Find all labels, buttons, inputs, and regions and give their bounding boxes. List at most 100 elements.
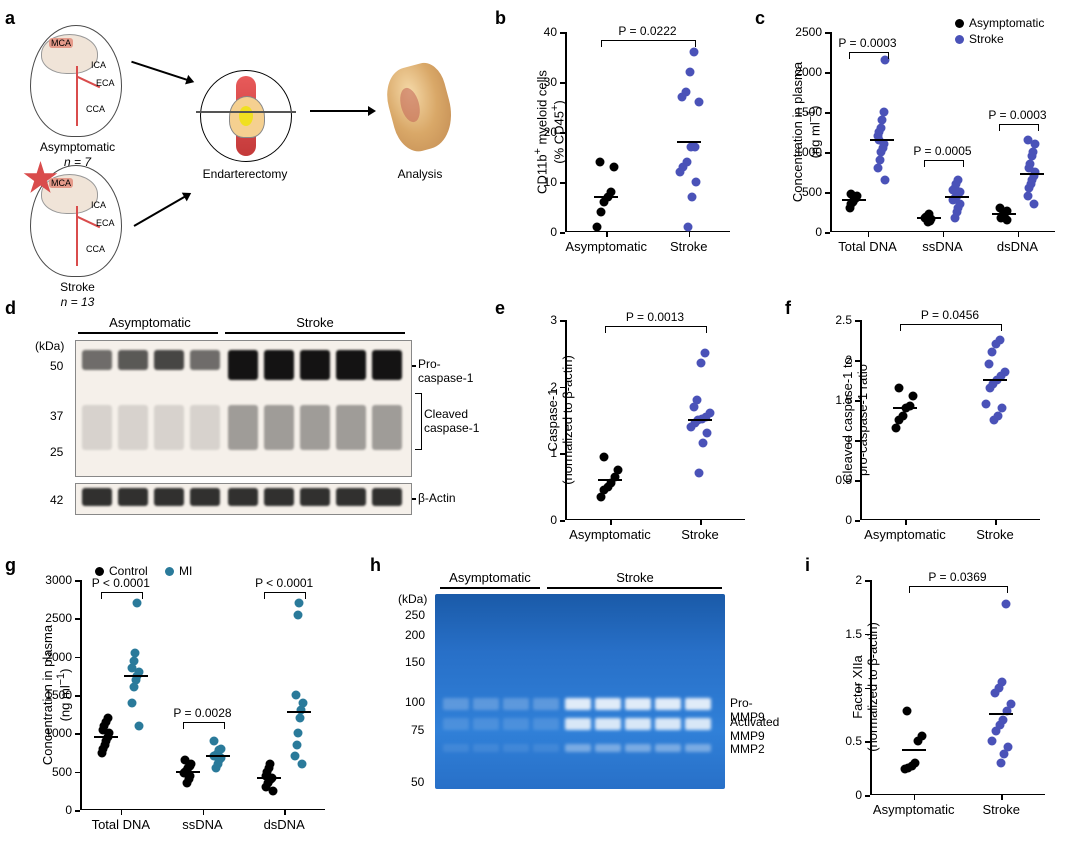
data-point xyxy=(614,466,623,475)
panel-i-label: i xyxy=(805,555,810,576)
panel-c-label: c xyxy=(755,8,765,29)
panel-d-blot: Asymptomatic Stroke (kDa) 50 37 25 42 Pr… xyxy=(20,315,475,540)
data-point xyxy=(880,176,889,185)
pval-text: P = 0.0028 xyxy=(163,706,243,720)
stroke-label: Stroke xyxy=(45,280,110,294)
pval-bracket xyxy=(101,592,143,599)
pro-mmp9-band xyxy=(685,698,711,710)
marker-50: 50 xyxy=(411,775,424,789)
actin-band xyxy=(118,488,148,506)
mean-line xyxy=(176,771,200,773)
data-point xyxy=(996,758,1005,767)
data-point xyxy=(988,737,997,746)
cca-label: CCA xyxy=(86,104,105,114)
asym-header: Asymptomatic xyxy=(109,315,191,330)
kda-label: (kDa) xyxy=(398,592,427,606)
pro-mmp9-band xyxy=(595,698,621,710)
panel-a: MCA ICA ECA CCA Asymptomatic n = 7 MCA I… xyxy=(20,15,480,275)
mmp2-band xyxy=(565,744,591,752)
marker-100: 100 xyxy=(405,695,425,709)
act-mmp9-band xyxy=(565,718,591,730)
data-point xyxy=(703,429,712,438)
data-point xyxy=(129,683,138,692)
asym-label: Asymptomatic xyxy=(30,140,125,154)
pval-bracket xyxy=(264,592,306,599)
ylabel: Concentration in plasma(ng ml−1) xyxy=(790,62,822,202)
data-point xyxy=(996,204,1005,213)
legend-mi: MI xyxy=(165,564,192,578)
stroke-n: n = 13 xyxy=(45,295,110,309)
pval-text: P < 0.0001 xyxy=(244,576,324,590)
data-point xyxy=(690,143,699,152)
mean-line xyxy=(945,196,969,198)
panel-h-gel: Asymptomatic Stroke (kDa) 250 200 150 10… xyxy=(385,570,785,810)
data-point xyxy=(292,691,301,700)
actin-band xyxy=(82,488,112,506)
legend-asym: Asymptomatic xyxy=(955,16,1044,30)
header-line xyxy=(547,587,722,589)
panel-a-label: a xyxy=(5,8,15,29)
actin-label: β-Actin xyxy=(418,491,456,505)
panel-c-plot: Concentration in plasma(ng ml−1) Asympto… xyxy=(830,32,1055,232)
mmp2-band xyxy=(533,744,559,752)
data-point xyxy=(1024,136,1033,145)
pval-bracket xyxy=(900,324,1002,331)
data-point xyxy=(996,336,1005,345)
act-mmp9-band xyxy=(533,718,559,730)
panel-g-plot: Concentration in plasma(ng ml−1) Control… xyxy=(80,580,325,810)
figure-container: a b c d e f g h i MCA ICA ECA CCA Asympt… xyxy=(0,0,1080,863)
mean-line xyxy=(992,213,1016,215)
data-point xyxy=(917,731,926,740)
panel-f-plot: Cleaved caspase-1 topro-caspase-1 ratio … xyxy=(860,320,1040,520)
mean-line xyxy=(257,777,281,779)
data-point xyxy=(1029,148,1038,157)
pro-mmp9-band xyxy=(473,698,499,710)
mmp2-label: MMP2 xyxy=(730,742,765,756)
marker-25: 25 xyxy=(50,445,63,459)
cleaved-caspase-band xyxy=(300,405,330,450)
plaque-icon xyxy=(239,106,253,126)
panel-b-plot: CD11b+ myeloid cells(% CD45+) 0 10 20 30… xyxy=(565,32,730,232)
panel-d-label: d xyxy=(5,298,16,319)
pval-bracket xyxy=(183,722,225,729)
panel-g-label: g xyxy=(5,555,16,576)
mmp2-band xyxy=(595,744,621,752)
data-point xyxy=(875,156,884,165)
arrow-icon xyxy=(310,110,370,112)
data-point xyxy=(988,348,997,357)
data-point xyxy=(874,164,883,173)
mmp2-band xyxy=(443,744,469,752)
data-point xyxy=(294,729,303,738)
mean-line xyxy=(287,711,311,713)
data-point xyxy=(1023,192,1032,201)
data-point xyxy=(694,98,703,107)
pro-caspase-band xyxy=(228,350,258,380)
data-point xyxy=(892,424,901,433)
data-point xyxy=(180,756,189,765)
pval-text: P = 0.0003 xyxy=(978,108,1058,122)
kda-label: (kDa) xyxy=(35,339,64,353)
data-point xyxy=(683,158,692,167)
marker-200: 200 xyxy=(405,628,425,642)
data-point xyxy=(876,124,885,133)
pro-caspase-band xyxy=(154,350,184,370)
data-point xyxy=(878,116,887,125)
pval-text: P = 0.0013 xyxy=(605,310,705,324)
cleaved-caspase-band xyxy=(82,405,112,450)
data-point xyxy=(134,721,143,730)
ica-label: ICA xyxy=(91,60,106,70)
marker-150: 150 xyxy=(405,655,425,669)
mean-line xyxy=(893,407,917,409)
pro-caspase-band xyxy=(190,350,220,370)
panel-h-label: h xyxy=(370,555,381,576)
data-point xyxy=(689,48,698,57)
data-point xyxy=(593,223,602,232)
pro-mmp9-band xyxy=(655,698,681,710)
data-point xyxy=(595,158,604,167)
data-point xyxy=(685,68,694,77)
tissue-sample xyxy=(380,59,460,157)
data-point xyxy=(846,189,855,198)
data-point xyxy=(291,752,300,761)
mmp2-band xyxy=(625,744,651,752)
mean-line xyxy=(206,755,230,757)
